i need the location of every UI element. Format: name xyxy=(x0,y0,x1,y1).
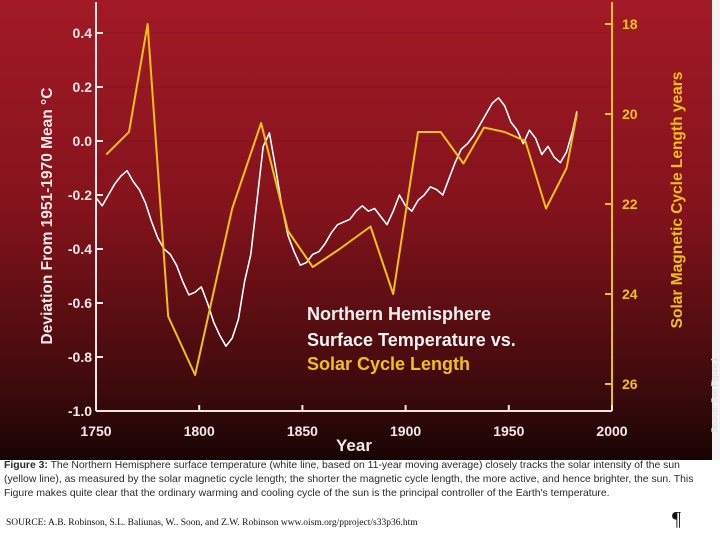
x-tick-label: 1850 xyxy=(287,423,318,439)
chart: 0.4 0.2 0.0 -0.2 -0.4 -0.6 -0.8 -1.0 18 20 22 24 26 1… xyxy=(0,0,720,460)
x-tick-label: 1750 xyxy=(80,423,111,439)
y-left-tick-label: 0.2 xyxy=(73,79,93,95)
y-right-tick-label: 26 xyxy=(622,376,638,392)
y-left-tick-label: -0.6 xyxy=(68,295,92,311)
chart-svg: 0.4 0.2 0.0 -0.2 -0.4 -0.6 -0.8 -1.0 18 20 22 24 26 1… xyxy=(0,0,720,460)
y-left-tick-label: -0.2 xyxy=(68,187,92,203)
x-tick-label: 1900 xyxy=(390,423,421,439)
y-right-tick-label: 20 xyxy=(622,106,638,122)
x-tick-label: 2000 xyxy=(596,423,627,439)
chart-title-line-2: Surface Temperature vs. xyxy=(307,330,516,350)
temperature-line xyxy=(95,97,578,348)
side-strip xyxy=(712,0,720,460)
x-tick-label: 1800 xyxy=(184,423,215,439)
caption-label: Figure 3: xyxy=(4,460,48,471)
y-axis-left-title: Deviation From 1951-1970 Mean °C xyxy=(39,88,56,345)
chart-title-highlight: Solar Cycle Length xyxy=(307,354,470,374)
pilcrow-mark: ¶ xyxy=(672,508,682,530)
y-right-tick-label: 24 xyxy=(622,286,638,302)
y-left-tick-label: -0.4 xyxy=(68,241,92,257)
source-line: SOURCE: A.B. Robinson, S.L. Baliunas, W.… xyxy=(6,518,418,528)
y-left-tick-label: -0.8 xyxy=(68,349,92,365)
x-axis-title: Year xyxy=(336,436,372,455)
y-right-tick-label: 18 xyxy=(622,16,638,32)
y-left-tick-label: 0.0 xyxy=(73,133,93,149)
y-axis-right-title: Solar Magnetic Cycle Length years xyxy=(669,72,686,329)
caption-text: The Northern Hemisphere surface temperat… xyxy=(4,460,694,499)
figure-caption: Figure 3: The Northern Hemisphere surfac… xyxy=(4,459,712,503)
solar-cycle-line xyxy=(105,23,578,376)
side-note: Source: See Figure 1 xyxy=(710,357,719,433)
y-left-tick-label: 0.4 xyxy=(73,25,93,41)
x-tick-label: 1950 xyxy=(493,423,524,439)
chart-title-line-1: Northern Hemisphere xyxy=(307,304,491,324)
y-left-tick-label: -1.0 xyxy=(68,403,92,419)
y-right-tick-label: 22 xyxy=(622,196,638,212)
chart-background xyxy=(0,0,712,460)
